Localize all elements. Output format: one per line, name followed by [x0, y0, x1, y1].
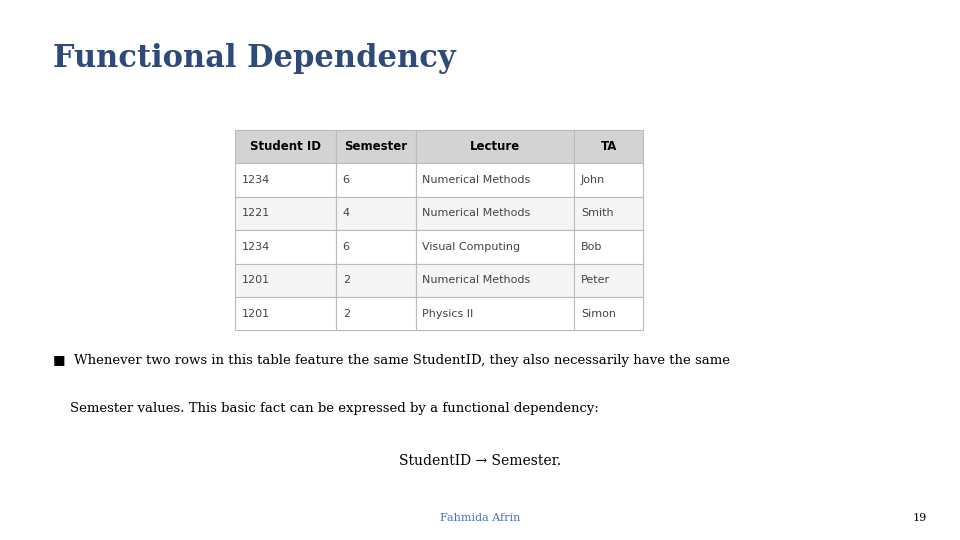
Text: Functional Dependency: Functional Dependency: [53, 43, 455, 74]
Text: Numerical Methods: Numerical Methods: [422, 208, 531, 218]
Text: Semester values. This basic fact can be expressed by a functional dependency:: Semester values. This basic fact can be …: [53, 402, 599, 415]
Text: Simon: Simon: [581, 309, 615, 319]
Bar: [416, 130, 574, 163]
Text: 1221: 1221: [242, 208, 270, 218]
Bar: [336, 163, 416, 197]
Bar: [235, 230, 336, 264]
Text: StudentID → Semester.: StudentID → Semester.: [399, 454, 561, 468]
Text: Numerical Methods: Numerical Methods: [422, 275, 531, 285]
Bar: [336, 230, 416, 264]
Text: 4: 4: [343, 208, 349, 218]
Bar: [574, 230, 643, 264]
Text: John: John: [581, 175, 605, 185]
Text: Fahmida Afrin: Fahmida Afrin: [440, 512, 520, 523]
Bar: [416, 197, 574, 230]
Text: Semester: Semester: [345, 140, 407, 153]
Text: 6: 6: [343, 175, 349, 185]
Bar: [416, 297, 574, 330]
Bar: [574, 130, 643, 163]
Bar: [416, 264, 574, 297]
Bar: [574, 197, 643, 230]
Bar: [574, 163, 643, 197]
Bar: [416, 163, 574, 197]
Text: Lecture: Lecture: [469, 140, 520, 153]
Bar: [336, 264, 416, 297]
Text: Physics II: Physics II: [422, 309, 473, 319]
Text: 6: 6: [343, 242, 349, 252]
Bar: [235, 264, 336, 297]
Bar: [336, 197, 416, 230]
Text: 19: 19: [912, 512, 926, 523]
Bar: [336, 130, 416, 163]
Bar: [235, 297, 336, 330]
Text: 1201: 1201: [242, 309, 270, 319]
Text: ■  Whenever two rows in this table feature the same StudentID, they also necessa: ■ Whenever two rows in this table featur…: [53, 354, 730, 367]
Text: Visual Computing: Visual Computing: [422, 242, 520, 252]
Bar: [574, 297, 643, 330]
Text: Peter: Peter: [581, 275, 610, 285]
Bar: [574, 264, 643, 297]
Bar: [235, 130, 336, 163]
Bar: [336, 297, 416, 330]
Text: Student ID: Student ID: [251, 140, 321, 153]
Bar: [235, 197, 336, 230]
Text: 1234: 1234: [242, 175, 270, 185]
Text: TA: TA: [600, 140, 617, 153]
Bar: [235, 163, 336, 197]
Text: 1234: 1234: [242, 242, 270, 252]
Text: Smith: Smith: [581, 208, 613, 218]
Text: 1201: 1201: [242, 275, 270, 285]
Text: Bob: Bob: [581, 242, 602, 252]
Bar: [416, 230, 574, 264]
Text: 2: 2: [343, 309, 349, 319]
Text: 2: 2: [343, 275, 349, 285]
Text: Numerical Methods: Numerical Methods: [422, 175, 531, 185]
